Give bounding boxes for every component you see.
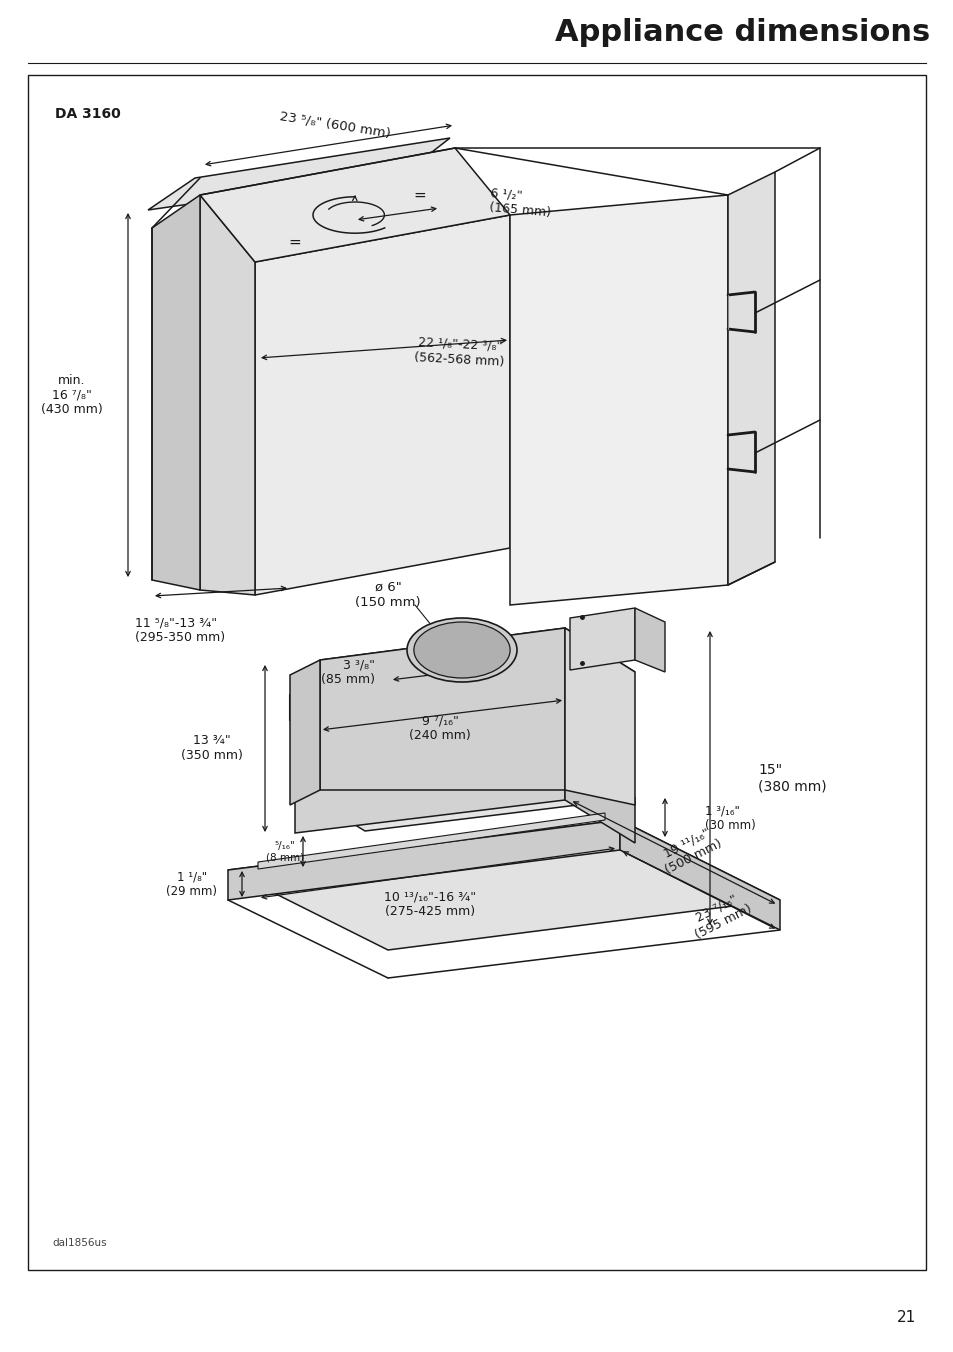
Polygon shape: [564, 754, 635, 844]
Polygon shape: [569, 608, 635, 671]
Polygon shape: [254, 215, 510, 595]
Ellipse shape: [414, 622, 510, 677]
Text: ⁵/₁₆"
(8 mm): ⁵/₁₆" (8 mm): [266, 841, 304, 863]
Text: 3 ³/₈"
(85 mm): 3 ³/₈" (85 mm): [320, 658, 375, 685]
Polygon shape: [228, 821, 780, 950]
Text: 22 ¹/₈"-22 ³/₈"
(562-568 mm): 22 ¹/₈"-22 ³/₈" (562-568 mm): [414, 335, 505, 368]
Text: 1 ¹/₈"
(29 mm): 1 ¹/₈" (29 mm): [167, 869, 217, 898]
Text: 21: 21: [896, 1310, 915, 1325]
Polygon shape: [319, 627, 564, 790]
Polygon shape: [319, 627, 635, 703]
Polygon shape: [564, 627, 635, 804]
Text: 23 ⁷/₁₆"
(595 mm): 23 ⁷/₁₆" (595 mm): [685, 888, 753, 941]
Text: 23 ⁵/₈" (600 mm): 23 ⁵/₈" (600 mm): [278, 110, 391, 141]
Polygon shape: [619, 821, 780, 930]
Text: 19 ¹¹/₁₆"
(500 mm): 19 ¹¹/₁₆" (500 mm): [656, 823, 723, 876]
Polygon shape: [510, 195, 727, 604]
Polygon shape: [200, 195, 254, 595]
Text: 15"
(380 mm): 15" (380 mm): [758, 763, 825, 794]
Text: 9 ⁷/₁₆"
(240 mm): 9 ⁷/₁₆" (240 mm): [409, 714, 471, 742]
Text: 10 ¹³/₁₆"-16 ¾"
(275-425 mm): 10 ¹³/₁₆"-16 ¾" (275-425 mm): [383, 890, 476, 918]
Polygon shape: [200, 147, 510, 262]
Text: 13 ¾"
(350 mm): 13 ¾" (350 mm): [181, 734, 243, 763]
Polygon shape: [148, 138, 450, 210]
Polygon shape: [294, 754, 635, 831]
Ellipse shape: [407, 618, 517, 681]
Text: ø 6"
(150 mm): ø 6" (150 mm): [355, 581, 420, 608]
Text: dal1856us: dal1856us: [52, 1238, 107, 1248]
Polygon shape: [152, 195, 200, 589]
Text: min.
16 ⁷/₈"
(430 mm): min. 16 ⁷/₈" (430 mm): [41, 373, 103, 416]
Polygon shape: [294, 754, 564, 833]
Polygon shape: [290, 660, 319, 804]
Text: Appliance dimensions: Appliance dimensions: [554, 18, 929, 47]
Polygon shape: [228, 821, 619, 900]
Polygon shape: [257, 813, 604, 869]
Polygon shape: [635, 608, 664, 672]
Text: =: =: [414, 188, 426, 203]
Text: DA 3160: DA 3160: [55, 107, 121, 120]
Text: 6 ¹/₂"
(165 mm): 6 ¹/₂" (165 mm): [488, 187, 552, 219]
Text: =: =: [289, 234, 301, 250]
Bar: [28, 74, 925, 1270]
Polygon shape: [727, 172, 774, 585]
Text: 1 ³/₁₆"
(30 mm): 1 ³/₁₆" (30 mm): [704, 804, 755, 831]
Text: 11 ⁵/₈"-13 ¾"
(295-350 mm): 11 ⁵/₈"-13 ¾" (295-350 mm): [135, 617, 225, 644]
